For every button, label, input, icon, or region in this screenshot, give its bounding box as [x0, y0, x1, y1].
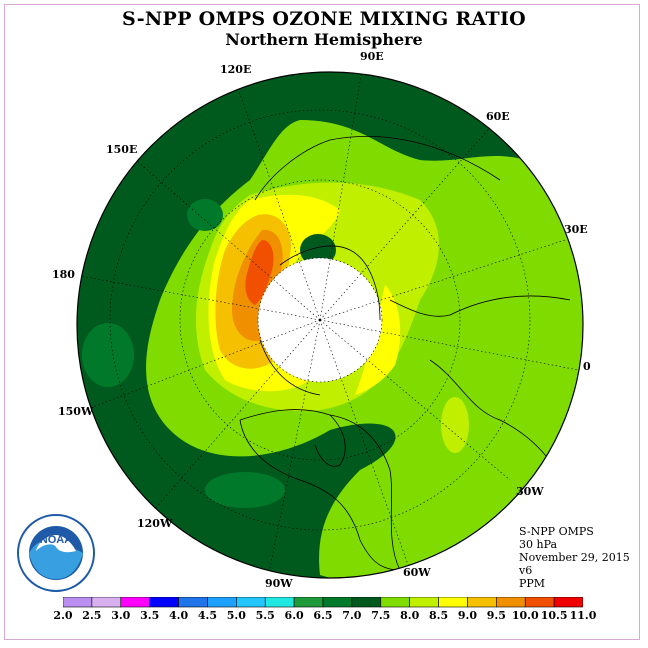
colorbar-tick-label: 9.5 [486, 609, 506, 622]
info-date: November 29, 2015 [519, 551, 630, 564]
colorbar-tick-label: 10.0 [511, 609, 539, 622]
info-instrument: S-NPP OMPS [519, 525, 594, 538]
lon-label-60e: 60E [486, 110, 510, 123]
colorbar-swatch-14 [467, 597, 497, 608]
lon-label-180: 180 [52, 268, 75, 281]
colorbar-tick-label: 8.0 [400, 609, 420, 622]
colorbar-tick-label: 5.0 [226, 609, 246, 622]
colorbar-swatch-6 [236, 597, 266, 608]
field-patch-a [300, 234, 336, 266]
colorbar-swatch-16 [524, 597, 555, 608]
colorbar-tick-label: 7.0 [342, 609, 362, 622]
colorbar-tick-label: 6.0 [284, 609, 304, 622]
colorbar-swatch-10 [351, 597, 382, 608]
colorbar-tick-label: 11.0 [569, 609, 597, 622]
lon-label-150w: 150W [58, 405, 94, 418]
colorbar-swatch-4 [178, 597, 208, 608]
colorbar-tick-label: 2.5 [82, 609, 102, 622]
colorbar-tick-label: 8.5 [428, 609, 449, 622]
lon-label-120e: 120E [220, 63, 252, 76]
lon-label-150e: 150E [106, 143, 138, 156]
noaa-logo: NOAA [17, 514, 95, 592]
colorbar-tick-label: 10.5 [540, 609, 568, 622]
lon-label-60w: 60W [403, 566, 431, 579]
colorbar-tick-label: 2.0 [53, 609, 73, 622]
colorbar-swatch-5 [207, 597, 237, 608]
lon-label-30w: 30W [516, 485, 544, 498]
colorbar-tick-label: 9.0 [457, 609, 478, 622]
noaa-logo-text: NOAA [40, 534, 72, 546]
colorbar-swatch-0 [63, 597, 93, 608]
colorbar-swatch-8 [293, 597, 324, 608]
map-subtitle: Northern Hemisphere [225, 30, 423, 49]
lon-label-90w: 90W [265, 577, 293, 590]
colorbar-tick-label: 3.0 [111, 609, 131, 622]
info-level: 30 hPa [519, 538, 558, 551]
colorbar-tick-label: 7.5 [371, 609, 391, 622]
field-patch-e [441, 397, 469, 453]
colorbar-swatch-13 [438, 597, 468, 608]
map-title: S-NPP OMPS OZONE MIXING RATIO [121, 8, 527, 30]
colorbar-tick-label: 5.5 [255, 609, 275, 622]
colorbar-swatch-11 [380, 597, 410, 608]
info-block: S-NPP OMPS 30 hPa November 29, 2015 v6 P… [519, 525, 630, 590]
field-patch-c [187, 199, 223, 231]
info-units: PPM [519, 577, 546, 590]
lon-label-0: 0 [583, 360, 591, 373]
colorbar-swatch-9 [322, 597, 353, 608]
colorbar-tick-label: 4.0 [168, 609, 189, 622]
colorbar-swatch-17 [553, 597, 583, 608]
colorbar-swatch-7 [264, 597, 295, 608]
field-patch-b [82, 323, 134, 387]
colorbar-swatch-2 [120, 597, 150, 608]
map-boundary [76, 71, 584, 579]
lon-label-90e: 90E [360, 50, 384, 63]
colorbar [63, 597, 583, 608]
graticule [77, 72, 579, 578]
page-frame [4, 4, 640, 640]
colorbar-swatch-3 [149, 597, 179, 608]
field-patch-d [205, 472, 285, 508]
colorbar-swatch-12 [409, 597, 439, 608]
field-10-0 [245, 240, 274, 305]
colorbar-swatch-15 [496, 597, 526, 608]
colorbar-tick-label: 3.5 [140, 609, 160, 622]
info-version: v6 [519, 564, 533, 577]
lon-label-120w: 120W [137, 517, 173, 530]
lon-label-30e: 30E [564, 223, 588, 236]
colorbar-swatch-1 [91, 597, 122, 608]
colorbar-tick-label: 6.5 [313, 609, 333, 622]
colorbar-tick-label: 4.5 [197, 609, 218, 622]
